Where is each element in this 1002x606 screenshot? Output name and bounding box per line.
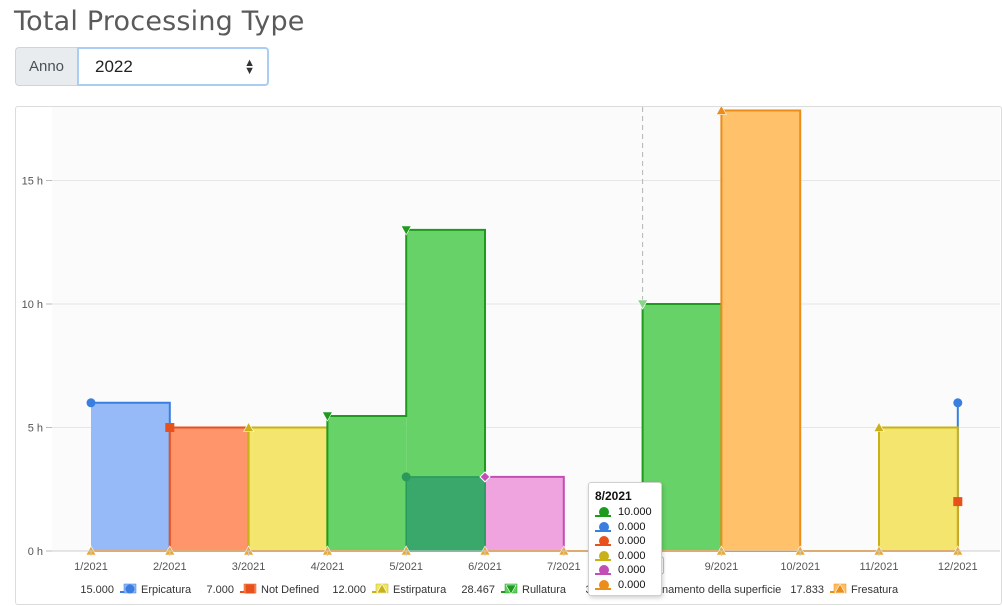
point-rullatura — [400, 225, 412, 236]
x-tick-label: 12/2021 — [938, 561, 978, 573]
area-not-defined — [169, 427, 249, 551]
tooltip-row: 0.000 — [595, 520, 661, 535]
legend-label: Estirpatura — [393, 584, 447, 596]
legend-total: 17.833 — [790, 584, 824, 596]
tooltip-swatch-icon — [595, 536, 615, 547]
point-not-defined — [953, 497, 963, 507]
tooltip-row: 0.000 — [595, 534, 661, 549]
page-title: Total Processing Type — [14, 6, 305, 37]
legend-label: Fresatura — [851, 584, 899, 596]
x-tick-label: 11/2021 — [860, 561, 899, 573]
year-select[interactable]: 2022 ▲ ▼ — [77, 47, 269, 86]
tooltip-row: 0.000 — [595, 549, 661, 564]
area-rullatura — [327, 415, 407, 551]
chart-tooltip: 8/2021 10.000 0.000 0.000 0.000 0.000 0.000 — [588, 482, 662, 596]
tooltip-swatch-icon — [595, 507, 615, 518]
y-tick-label: 10 h — [22, 299, 43, 311]
tooltip-row: 0.000 — [595, 578, 661, 593]
overlap-block — [405, 476, 486, 552]
area-estirpatura — [248, 427, 328, 551]
legend-label: Erpicatura — [141, 584, 192, 596]
overlap-marker — [401, 472, 411, 482]
point-rullatura — [321, 411, 333, 422]
series-estirpatura — [91, 426, 959, 552]
tooltip-value: 0.000 — [618, 549, 646, 562]
tooltip-swatch-icon — [595, 521, 615, 532]
chart-panel: 0 h 5 h 10 h 15 h 1/2021 2/2021 3/2021 4/2021 5/… — [15, 106, 1002, 605]
y-tick-label: 0 h — [28, 546, 43, 558]
point-not-defined — [165, 423, 175, 432]
area-rullatura — [642, 304, 722, 551]
area-erpicatura — [91, 402, 170, 551]
legend-label: Spianamento della superficie — [640, 584, 781, 596]
tooltip-value: 0.000 — [618, 564, 646, 577]
x-tick-label: 3/2021 — [232, 561, 266, 573]
point-spianamento-della-superficie — [479, 471, 491, 483]
tooltip-row: 0.000 — [595, 563, 661, 578]
select-caret-icon: ▲ ▼ — [244, 56, 255, 77]
legend-marker — [245, 584, 255, 594]
legend-total: 7.000 — [206, 584, 234, 596]
x-tick-label: 2/2021 — [153, 561, 187, 573]
year-label: Anno — [15, 47, 77, 86]
point-erpicatura — [953, 398, 963, 408]
legend-total: 12.000 — [332, 584, 366, 596]
legend-marker — [834, 583, 846, 594]
x-tick-label: 5/2021 — [389, 561, 423, 573]
x-tick-label: 6/2021 — [468, 561, 502, 573]
legend-total: 28.467 — [461, 584, 495, 596]
x-tick-label: 1/2021 — [74, 561, 108, 573]
tooltip-value: 0.000 — [618, 535, 646, 548]
tooltip-value: 0.000 — [618, 578, 646, 591]
area-estirpatura — [879, 427, 958, 551]
area-spianamento-della-superficie — [485, 476, 564, 551]
point-fresatura — [715, 107, 727, 115]
x-tick-label: 10/2021 — [780, 561, 820, 573]
tooltip-value: 0.000 — [618, 520, 646, 533]
legend-marker — [125, 584, 135, 594]
point-estirpatura — [243, 421, 255, 432]
tooltip-row: 10.000 — [595, 505, 661, 520]
legend-marker — [376, 583, 388, 594]
point-estirpatura — [873, 421, 885, 432]
area-fresatura — [721, 110, 801, 551]
legend-marker — [505, 584, 517, 595]
tooltip-swatch-icon — [595, 579, 615, 590]
tooltip-title: 8/2021 — [595, 489, 632, 503]
crosshair-point — [637, 299, 649, 310]
y-tick-label: 15 h — [22, 176, 43, 188]
processing-chart: 0 h 5 h 10 h 15 h 1/2021 2/2021 3/2021 4/2021 5/… — [22, 107, 1000, 596]
legend-label: Not Defined — [261, 584, 319, 596]
y-tick-label: 5 h — [28, 423, 43, 435]
tooltip-value: 10.000 — [618, 506, 652, 519]
x-tick-label: 4/2021 — [311, 561, 345, 573]
area-rullatura — [406, 229, 485, 551]
series-rullatura — [91, 228, 958, 552]
legend-total: 15.000 — [80, 584, 114, 596]
point-erpicatura — [86, 398, 96, 408]
legend-label: Rullatura — [522, 584, 567, 596]
x-tick-label: 9/2021 — [705, 561, 739, 573]
x-tick-label: 7/2021 — [547, 561, 581, 573]
tooltip-swatch-icon — [595, 550, 615, 561]
year-select-value: 2022 — [95, 56, 133, 76]
tooltip-swatch-icon — [595, 565, 615, 576]
year-filter: Anno 2022 ▲ ▼ — [15, 47, 269, 86]
